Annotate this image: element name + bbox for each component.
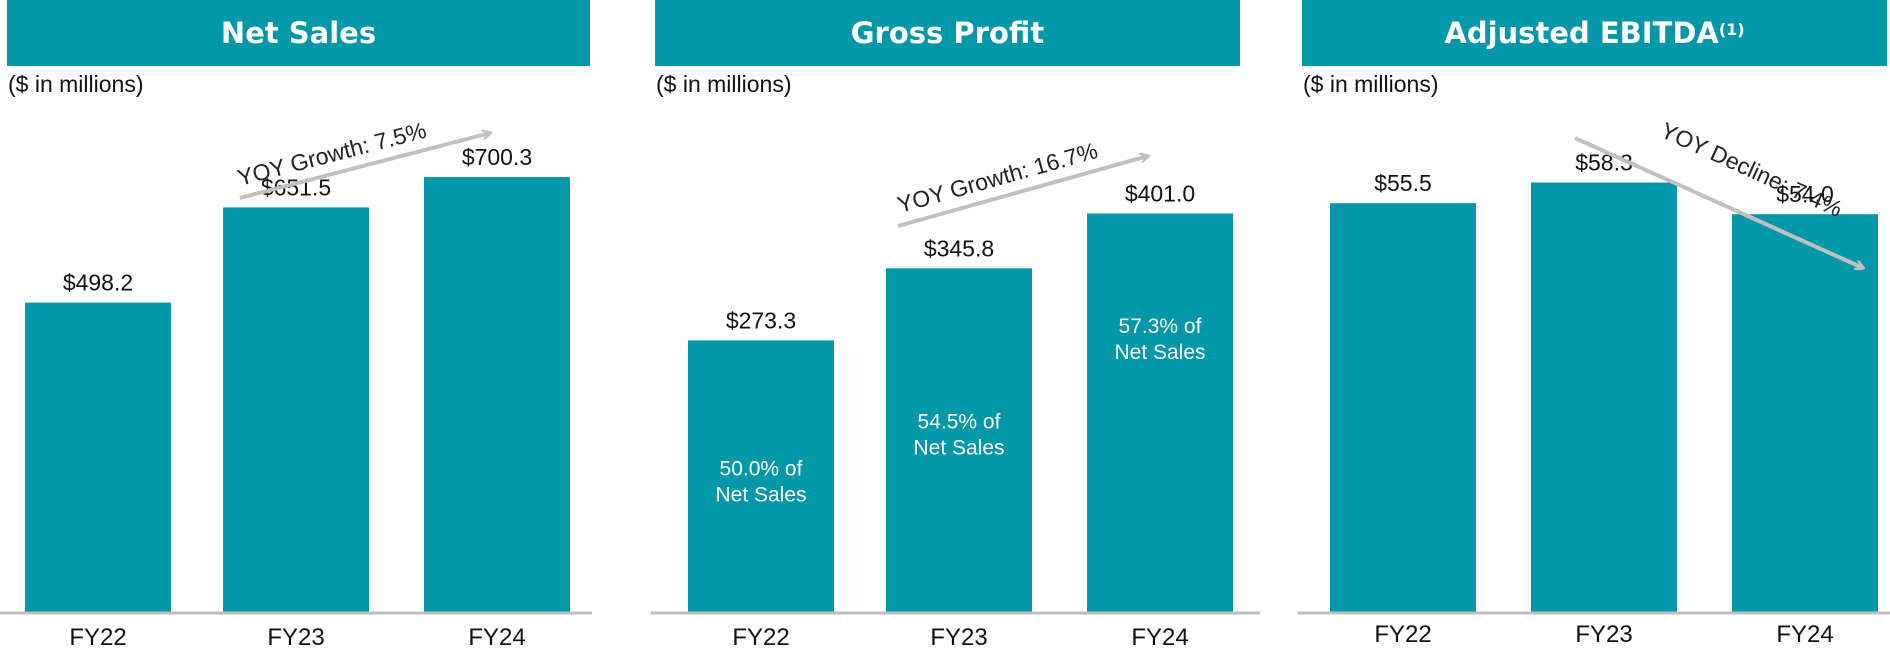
gross-profit-units: ($ in millions) [656,71,792,97]
net-sales-header: Net Sales [7,0,590,66]
bar-fy23 [1531,182,1677,613]
adjusted-ebitda-units: ($ in millions) [1303,71,1439,97]
bar-inner-label: 50.0% of Net Sales [715,457,806,506]
bar-fy22 [25,302,171,612]
value-label: $498.2 [63,270,133,296]
value-label: $273.3 [726,307,796,333]
yoy-annotation: YOY Growth: 7.5% [235,117,429,191]
yoy-arrow [239,133,490,200]
x-tick-label: FY22 [69,624,126,651]
bar-fy24 [424,177,570,612]
bar-fy24 [1732,214,1878,612]
gross-profit-panel: Gross Profit ($ in millions) $273.3 FY22 5… [648,0,1268,657]
bar-fy22 [1330,203,1476,612]
yoy-arrow [1574,136,1863,268]
x-tick-label: FY22 [1374,621,1431,648]
net-sales-title: Net Sales [220,16,377,50]
gross-profit-title: Gross Profit [850,16,1045,50]
x-tick-label: FY23 [267,624,324,651]
x-tick-label: FY22 [732,624,789,651]
gross-profit-chart: $273.3 FY22 50.0% of Net Sales $345.8 FY23 54.… [651,137,1260,651]
net-sales-units: ($ in millions) [8,71,144,97]
gross-profit-header: Gross Profit [655,0,1240,66]
value-label: $401.0 [1125,180,1195,206]
bar-inner-label: 57.3% of Net Sales [1114,315,1205,364]
value-label: $55.5 [1374,170,1432,196]
x-tick-label: FY23 [1575,621,1632,648]
x-tick-label: FY23 [930,624,987,651]
x-tick-label: FY24 [468,624,525,651]
x-tick-label: FY24 [1776,621,1833,648]
bar-fy23 [223,207,369,612]
value-label: $54.0 [1776,181,1834,207]
value-label: $345.8 [924,235,994,261]
adjusted-ebitda-panel: Adjusted EBITDA (1) ($ in millions) $55.5… [1295,0,1890,657]
yoy-annotation: YOY Decline: 7.4% [1657,117,1847,222]
bar-fy24 [1087,213,1233,612]
bar-inner-label: 54.5% of Net Sales [913,411,1004,460]
adjusted-ebitda-header: Adjusted EBITDA (1) [1302,0,1887,66]
x-tick-label: FY24 [1131,624,1188,651]
adjusted-ebitda-footnote-ref: (1) [1718,19,1745,39]
value-label: $700.3 [462,144,532,170]
bar-fy22 [688,340,834,612]
adjusted-ebitda-title: Adjusted EBITDA [1444,16,1719,50]
bar-fy23 [886,268,1032,612]
adjusted-ebitda-chart: $55.5 FY22 $58.3 FY23 $54.0 FY24 YOY Decline: … [1298,117,1890,648]
value-label: $58.3 [1575,150,1633,176]
net-sales-panel: Net Sales ($ in millions) $498.2 FY22 $651… [0,0,610,657]
yoy-arrow [897,156,1148,228]
